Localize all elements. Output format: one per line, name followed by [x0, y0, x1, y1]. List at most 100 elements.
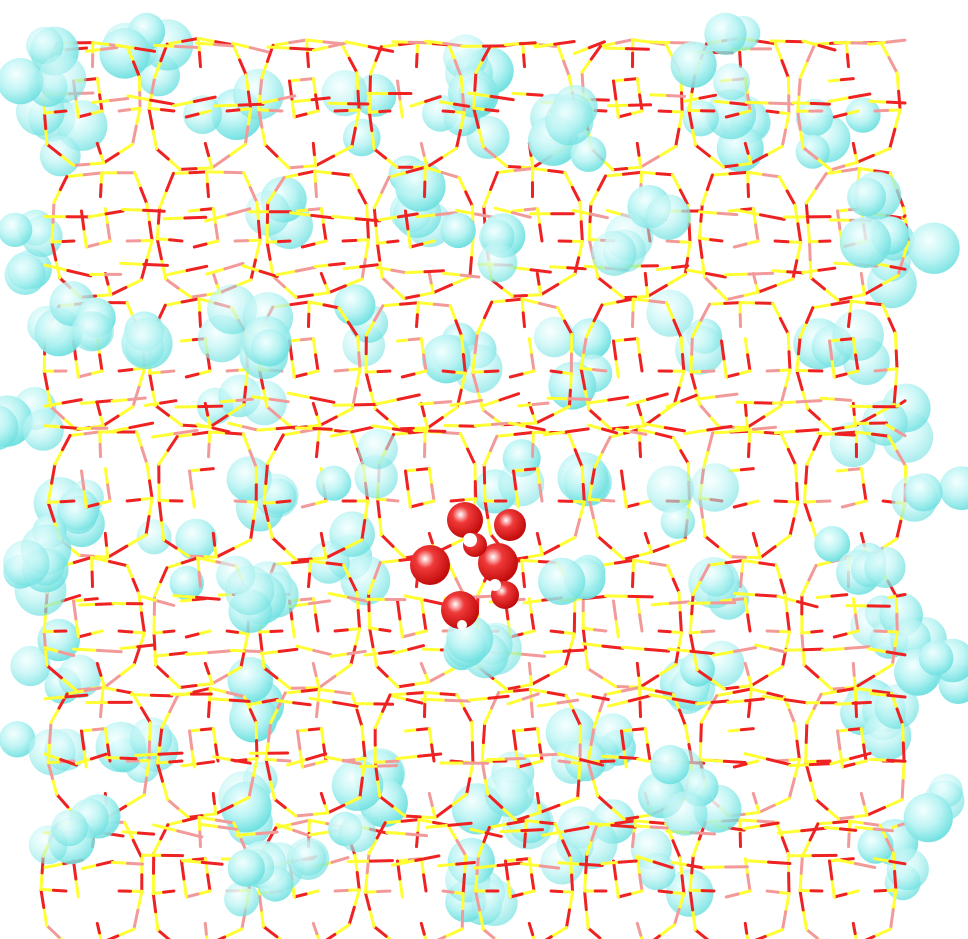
si-bond [88, 109, 104, 116]
guest-molecule [890, 618, 968, 704]
si-bond [308, 559, 313, 576]
o-bond [319, 791, 326, 805]
o-bond [314, 182, 318, 199]
o-bond [310, 213, 335, 220]
si-bond [714, 286, 729, 302]
si-bond [412, 369, 428, 376]
o-bond [839, 337, 855, 342]
o-bond [596, 275, 613, 289]
si-bond [448, 536, 467, 548]
o-bond [185, 264, 209, 272]
guest-atom-sphere [814, 526, 851, 562]
guest-molecule [226, 456, 299, 532]
o-bond [390, 268, 408, 275]
si-bond [231, 43, 242, 62]
si-bond [609, 546, 626, 561]
si-bond [208, 686, 229, 694]
si-bond [569, 856, 574, 877]
si-bond [398, 97, 404, 119]
si-bond [844, 369, 860, 376]
si-bond [315, 412, 322, 427]
o-bond [836, 686, 857, 693]
o-bond [455, 129, 462, 150]
si-bond [765, 665, 784, 678]
si-bond [304, 109, 320, 116]
o-bond [513, 687, 532, 693]
o-bond [806, 42, 817, 63]
si-bond [420, 697, 448, 702]
si-bond [381, 302, 402, 308]
guest-atom-sphere [908, 222, 960, 274]
si-bond [200, 555, 218, 559]
o-bond [80, 729, 86, 751]
si-bond [266, 188, 278, 205]
si-bond [612, 78, 627, 83]
o-bond [897, 822, 907, 827]
si-bond [648, 693, 675, 701]
o-bond [481, 408, 495, 419]
si-bond [49, 706, 61, 725]
si-bond [364, 319, 376, 337]
si-bond [194, 682, 214, 687]
o-bond [168, 238, 184, 243]
o-bond [481, 145, 497, 159]
o-bond [106, 544, 129, 559]
o-bond [900, 779, 905, 802]
o-bond [319, 271, 327, 285]
si-bond [383, 819, 404, 825]
si-bond [153, 653, 172, 658]
si-bond [847, 819, 852, 836]
o-bond [894, 428, 907, 438]
o-bond [136, 831, 156, 836]
o-bond [373, 304, 385, 322]
o-bond [325, 561, 346, 567]
si-bond [171, 100, 196, 108]
o-bond [538, 864, 561, 870]
o-bond [729, 101, 748, 106]
si-bond [605, 209, 624, 217]
o-bond [847, 467, 863, 472]
o-bond [513, 167, 535, 172]
o-bond [508, 892, 524, 899]
o-bond [238, 58, 248, 77]
si-bond [740, 559, 745, 576]
si-bond [369, 59, 378, 76]
o-bond [745, 415, 766, 429]
o-bond [400, 372, 416, 379]
si-bond [275, 699, 296, 705]
si-bond [771, 301, 782, 320]
si-bond [754, 643, 772, 650]
o-bond [433, 400, 453, 405]
o-bond [192, 95, 217, 103]
si-bond [403, 594, 427, 602]
si-bond [708, 414, 721, 429]
o-bond [276, 758, 292, 763]
si-bond [677, 110, 684, 131]
guest-molecule [903, 773, 965, 843]
o-bond [620, 729, 626, 751]
o-bond [534, 413, 555, 425]
si-bond [310, 811, 330, 816]
si-bond [707, 154, 725, 169]
si-bond [576, 692, 595, 699]
o-bond [754, 934, 767, 939]
si-bond [871, 147, 892, 157]
si-bond [631, 38, 651, 44]
si-bond [451, 890, 465, 895]
si-bond [205, 267, 227, 276]
si-bond [52, 188, 62, 205]
si-bond [180, 598, 195, 603]
o-bond [802, 663, 820, 679]
o-bond [693, 928, 709, 939]
si-bond [99, 171, 104, 187]
si-bond [879, 274, 900, 287]
o-bond [373, 407, 389, 421]
si-bond [872, 663, 894, 678]
o-bond [208, 414, 229, 429]
o-bond [91, 727, 107, 732]
o-bond [119, 756, 138, 761]
o-bond [59, 758, 78, 767]
guest-atom-sphere [51, 809, 88, 847]
o-bond [716, 211, 739, 217]
si-bond [309, 556, 328, 561]
